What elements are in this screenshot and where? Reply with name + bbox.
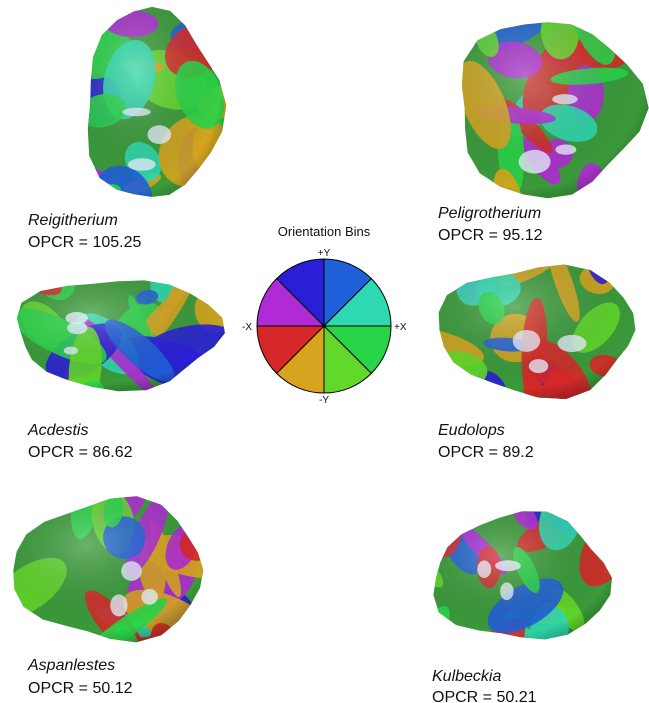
legend-title: Orientation Bins bbox=[278, 224, 371, 239]
specimen-name: Eudolops bbox=[438, 422, 505, 439]
axis-label: -Y bbox=[319, 395, 329, 406]
specimen-name: Peligrotherium bbox=[438, 205, 541, 222]
axis-label: -X bbox=[242, 322, 252, 333]
tooth-surface bbox=[438, 0, 649, 227]
tooth-shading bbox=[0, 486, 224, 654]
tooth bbox=[31, 0, 267, 236]
tooth-shading bbox=[416, 502, 627, 653]
specimen-name: Kulbeckia bbox=[432, 668, 501, 685]
orientation-patch bbox=[564, 0, 626, 26]
opcr-label: OPCR = 89.2 bbox=[438, 444, 534, 461]
orientation-patch bbox=[550, 229, 590, 264]
tooth bbox=[384, 462, 644, 703]
orientation-patch bbox=[182, 182, 217, 221]
opcr-label: OPCR = 105.25 bbox=[28, 234, 142, 251]
tooth bbox=[0, 448, 235, 688]
figure: Orientation Bins +Y +X -Y -X Reigitheriu… bbox=[0, 0, 649, 703]
specimen-name: Aspanlestes bbox=[27, 657, 115, 674]
tooth-shading bbox=[0, 267, 240, 399]
tooth-surface bbox=[31, 0, 267, 236]
opcr-label: OPCR = 86.62 bbox=[28, 444, 133, 461]
specimen-name: Reigitherium bbox=[28, 212, 118, 229]
tooth-surface bbox=[0, 448, 235, 688]
opcr-label: OPCR = 95.12 bbox=[438, 227, 543, 244]
orientation-patch bbox=[534, 200, 600, 272]
tooth-shading bbox=[420, 252, 649, 408]
orientation-patch bbox=[31, 94, 78, 142]
tooth-shading bbox=[70, 0, 233, 219]
axis-label: +Y bbox=[318, 248, 331, 259]
specimen-name: Acdestis bbox=[27, 422, 88, 439]
tooth bbox=[438, 0, 649, 227]
tooth-surface bbox=[384, 462, 644, 703]
orientation-wheel bbox=[257, 259, 391, 393]
axis-label: +X bbox=[394, 322, 407, 333]
opcr-label: OPCR = 50.21 bbox=[432, 689, 537, 703]
tooth-shading bbox=[438, 2, 649, 213]
opcr-label: OPCR = 50.12 bbox=[28, 680, 133, 697]
